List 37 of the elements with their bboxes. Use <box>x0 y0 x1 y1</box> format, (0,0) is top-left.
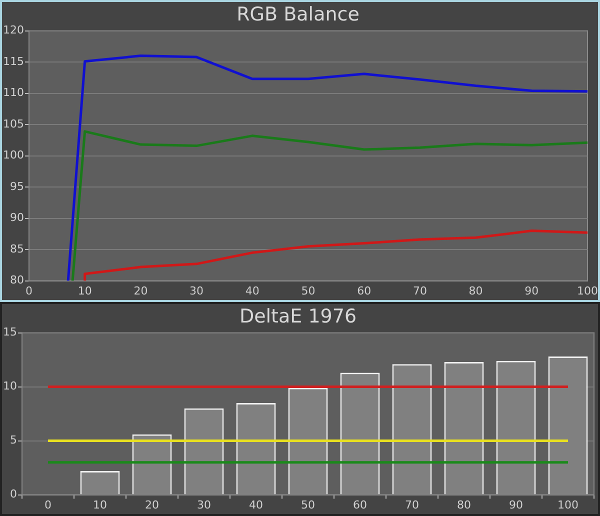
chart-title: DeltaE 1976 <box>239 305 357 328</box>
x-tick-label: 60 <box>357 284 372 298</box>
x-tick-label: 10 <box>92 498 107 512</box>
y-tick-label: 10 <box>2 380 17 393</box>
x-tick-label: 40 <box>245 284 260 298</box>
x-tick-label: 100 <box>558 498 578 512</box>
y-tick-label: 115 <box>2 54 24 68</box>
y-tick-label: 85 <box>10 242 24 256</box>
x-tick-label: 50 <box>301 498 315 512</box>
y-tick-label: 80 <box>10 274 24 287</box>
y-tick-label: 105 <box>2 117 24 130</box>
x-tick-label: 80 <box>457 498 471 512</box>
x-tick-label: 70 <box>412 284 427 298</box>
x-tick-label: 20 <box>134 284 148 298</box>
x-tick-label: 70 <box>405 498 419 512</box>
y-tick-label: 90 <box>10 211 24 224</box>
x-tick-label: 20 <box>145 498 159 512</box>
y-tick-label: 0 <box>10 488 17 501</box>
x-tick-label: 90 <box>524 284 539 298</box>
y-tick-label: 100 <box>2 148 24 162</box>
x-tick-label: 30 <box>190 284 204 298</box>
x-tick-label: 90 <box>509 498 523 512</box>
x-tick-label: 60 <box>353 498 367 512</box>
x-tick-label: 100 <box>577 284 598 298</box>
y-tick-label: 15 <box>2 326 17 339</box>
y-tick-label: 95 <box>10 180 24 193</box>
y-tick-label: 120 <box>2 24 24 37</box>
chart-title: RGB Balance <box>236 3 360 26</box>
x-tick-label: 0 <box>44 498 52 512</box>
y-tick-label: 110 <box>2 86 24 100</box>
x-tick-label: 0 <box>25 284 32 298</box>
x-tick-label: 10 <box>78 284 92 298</box>
x-tick-label: 40 <box>249 498 263 512</box>
x-tick-label: 50 <box>301 284 316 298</box>
x-tick-label: 80 <box>468 284 483 298</box>
y-tick-label: 5 <box>10 434 17 447</box>
x-tick-label: 30 <box>197 498 211 512</box>
